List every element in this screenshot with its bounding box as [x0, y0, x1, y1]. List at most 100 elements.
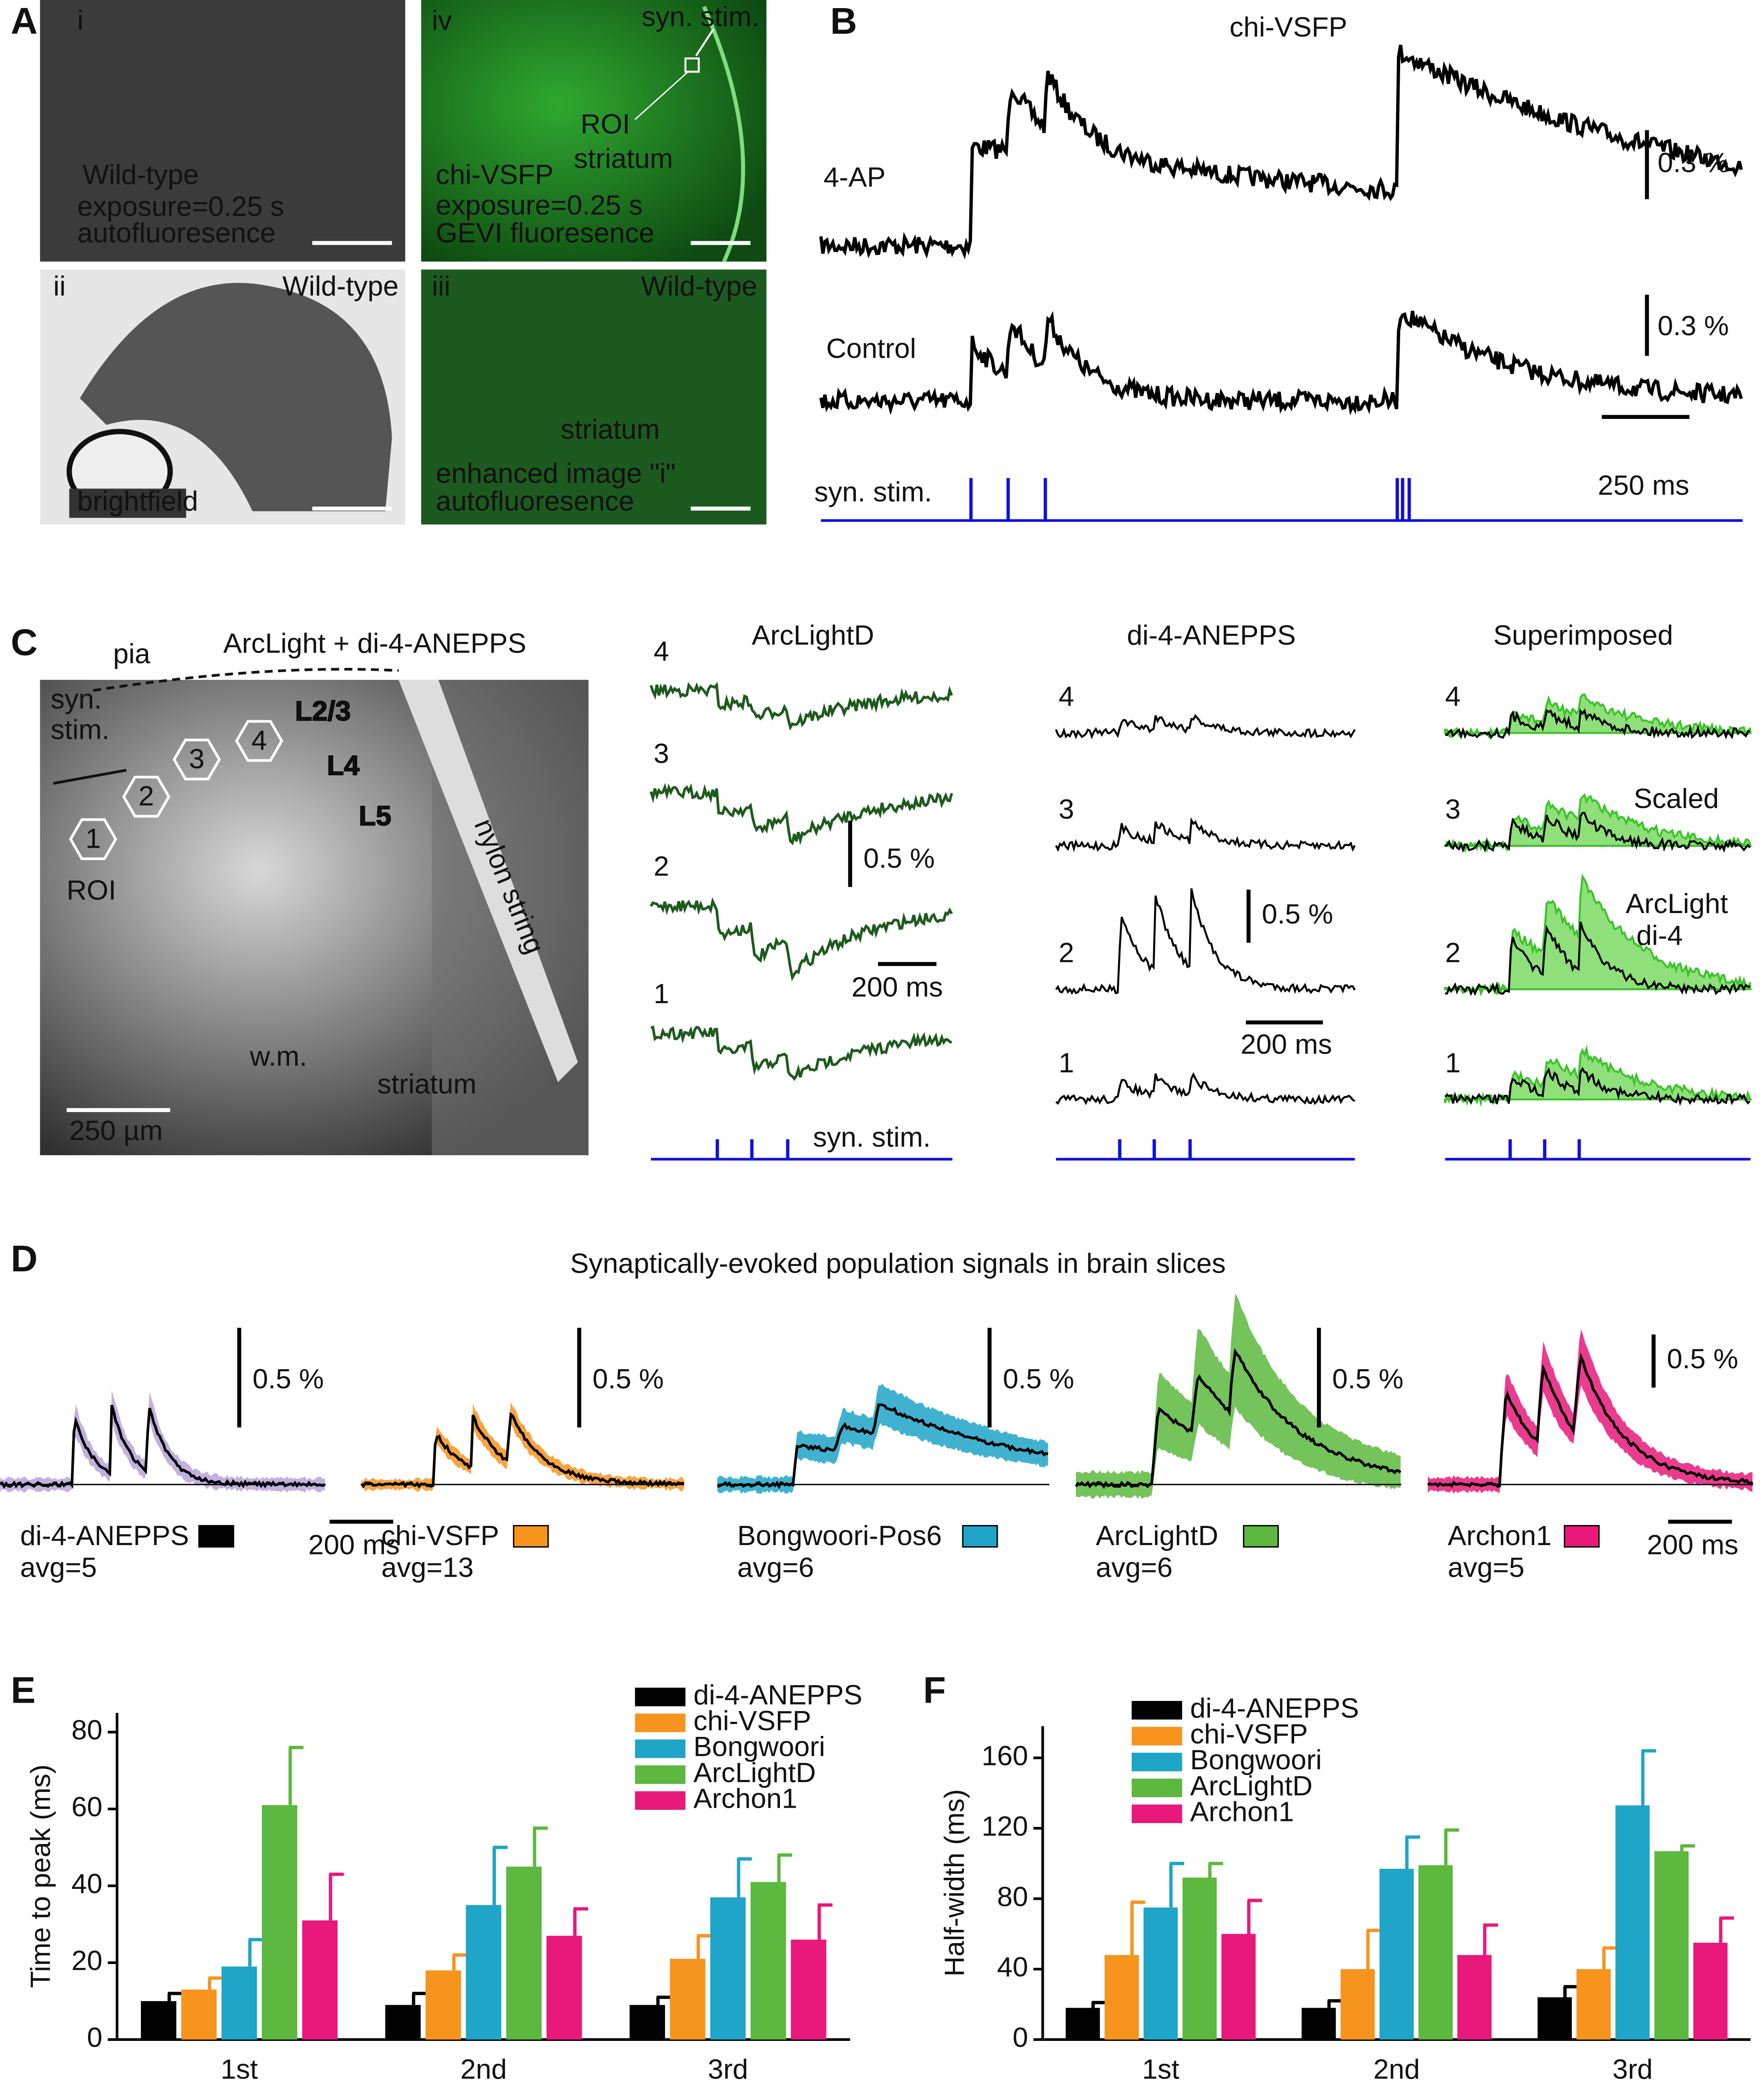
- label: syn. stim.: [642, 1, 759, 32]
- label: Archon1: [1448, 1520, 1552, 1551]
- legend-swatch: [1564, 1525, 1600, 1548]
- label: ArcLight + di-4-ANEPPS: [223, 627, 526, 659]
- legend-swatch: [635, 1687, 686, 1707]
- label: 1: [653, 978, 669, 1009]
- panel-label: C: [11, 622, 38, 663]
- bar: [1615, 1805, 1650, 2040]
- label: 2: [138, 780, 154, 811]
- legend-swatch: [1131, 1753, 1182, 1771]
- bar: [1457, 1955, 1492, 2040]
- label: 200 ms: [851, 972, 943, 1003]
- trace: [1055, 817, 1356, 852]
- trace: [1075, 1348, 1402, 1489]
- bar: [221, 1966, 257, 2040]
- bar: [1576, 1969, 1611, 2040]
- label: 0.5 %: [1262, 899, 1333, 930]
- trace: [650, 783, 953, 846]
- label: exposure=0.25 s: [77, 190, 284, 222]
- label: 3: [1445, 793, 1460, 825]
- trace: [1055, 888, 1356, 995]
- label: ROI: [580, 108, 630, 140]
- label: 1: [1059, 1047, 1074, 1078]
- trace: [1445, 708, 1750, 740]
- y-tick-label: 20: [71, 1945, 103, 1976]
- x-tick-label: 1st: [221, 2054, 258, 2085]
- label: Bongwoori-Pos6: [737, 1520, 942, 1551]
- label: ArcLight: [1626, 888, 1728, 919]
- y-tick-label: 160: [982, 1740, 1028, 1771]
- bar: [1105, 1955, 1139, 2040]
- legend-label: Archon1: [1190, 1796, 1294, 1827]
- y-tick-label: 80: [997, 1881, 1028, 1912]
- y-tick-label: 40: [71, 1868, 103, 1899]
- legend-swatch: [635, 1765, 686, 1784]
- legend-swatch: [198, 1525, 234, 1548]
- label: 0.5 %: [592, 1363, 664, 1394]
- bar: [466, 1905, 501, 2040]
- panel-label: A: [11, 0, 38, 42]
- label: 4: [1445, 681, 1460, 712]
- label: avg=6: [737, 1551, 814, 1583]
- stim-pointer: [695, 29, 715, 56]
- label: Scaled: [1634, 783, 1719, 814]
- label: 3: [653, 738, 669, 769]
- label: 3: [1059, 793, 1074, 825]
- trace: [1427, 1352, 1753, 1488]
- trace: [1055, 714, 1356, 740]
- bar: [1418, 1865, 1453, 2040]
- label: chi-VSFP: [436, 159, 554, 190]
- legend-swatch: [962, 1525, 998, 1548]
- y-axis-label: Half-width (ms): [938, 1789, 970, 1977]
- label: chi-VSFP: [381, 1520, 499, 1551]
- legend-label: Archon1: [693, 1783, 797, 1814]
- label: autofluoresence: [77, 217, 276, 249]
- panel-label: D: [11, 1238, 38, 1279]
- label: 2: [1445, 937, 1460, 968]
- trace: [650, 682, 953, 731]
- bar: [1066, 2008, 1100, 2040]
- label: 200 ms: [1241, 1028, 1332, 1060]
- bar: [1654, 1851, 1689, 2040]
- label: iii: [432, 270, 451, 301]
- bar: [630, 2005, 665, 2040]
- bar: [1693, 1943, 1728, 2040]
- roi-hexagon: [235, 720, 284, 762]
- label: autofluoresence: [436, 486, 634, 517]
- label: 4-AP: [823, 161, 885, 193]
- label: ArcLightD: [1096, 1520, 1219, 1551]
- bar: [506, 1866, 542, 2040]
- y-tick-label: 60: [71, 1791, 103, 1822]
- trace: [1444, 1066, 1751, 1106]
- label: 3: [189, 743, 204, 774]
- label: 1: [85, 823, 101, 854]
- trace: [819, 44, 1743, 260]
- slice-shape: [79, 283, 392, 512]
- legend-swatch: [1243, 1525, 1279, 1548]
- x-tick-label: 2nd: [1373, 2054, 1420, 2085]
- label: avg=5: [1448, 1551, 1525, 1583]
- label: 0.3 %: [1658, 147, 1729, 178]
- bar: [750, 1882, 786, 2040]
- label: pia: [113, 638, 151, 669]
- label: stim.: [51, 714, 110, 745]
- legend-swatch: [1131, 1701, 1182, 1720]
- bar: [1340, 1969, 1375, 2040]
- panel-label: E: [11, 1669, 35, 1711]
- label: di-4: [1636, 919, 1683, 951]
- trace: [1055, 1072, 1356, 1105]
- legend-swatch: [635, 1713, 686, 1733]
- bar: [546, 1935, 582, 2040]
- roi-hexagon: [122, 776, 170, 818]
- label: L4: [327, 749, 359, 781]
- label: enhanced image "i": [436, 457, 676, 489]
- pia-line: [93, 667, 399, 692]
- label: 4: [653, 635, 669, 667]
- legend-swatch: [1131, 1778, 1182, 1797]
- trace: [650, 897, 953, 981]
- label: brightfield: [77, 486, 198, 517]
- bar: [262, 1805, 297, 2040]
- legend-swatch: [1131, 1727, 1182, 1746]
- trace: [360, 1411, 684, 1489]
- y-tick-label: 120: [982, 1810, 1028, 1841]
- roi-pointer: [634, 71, 689, 120]
